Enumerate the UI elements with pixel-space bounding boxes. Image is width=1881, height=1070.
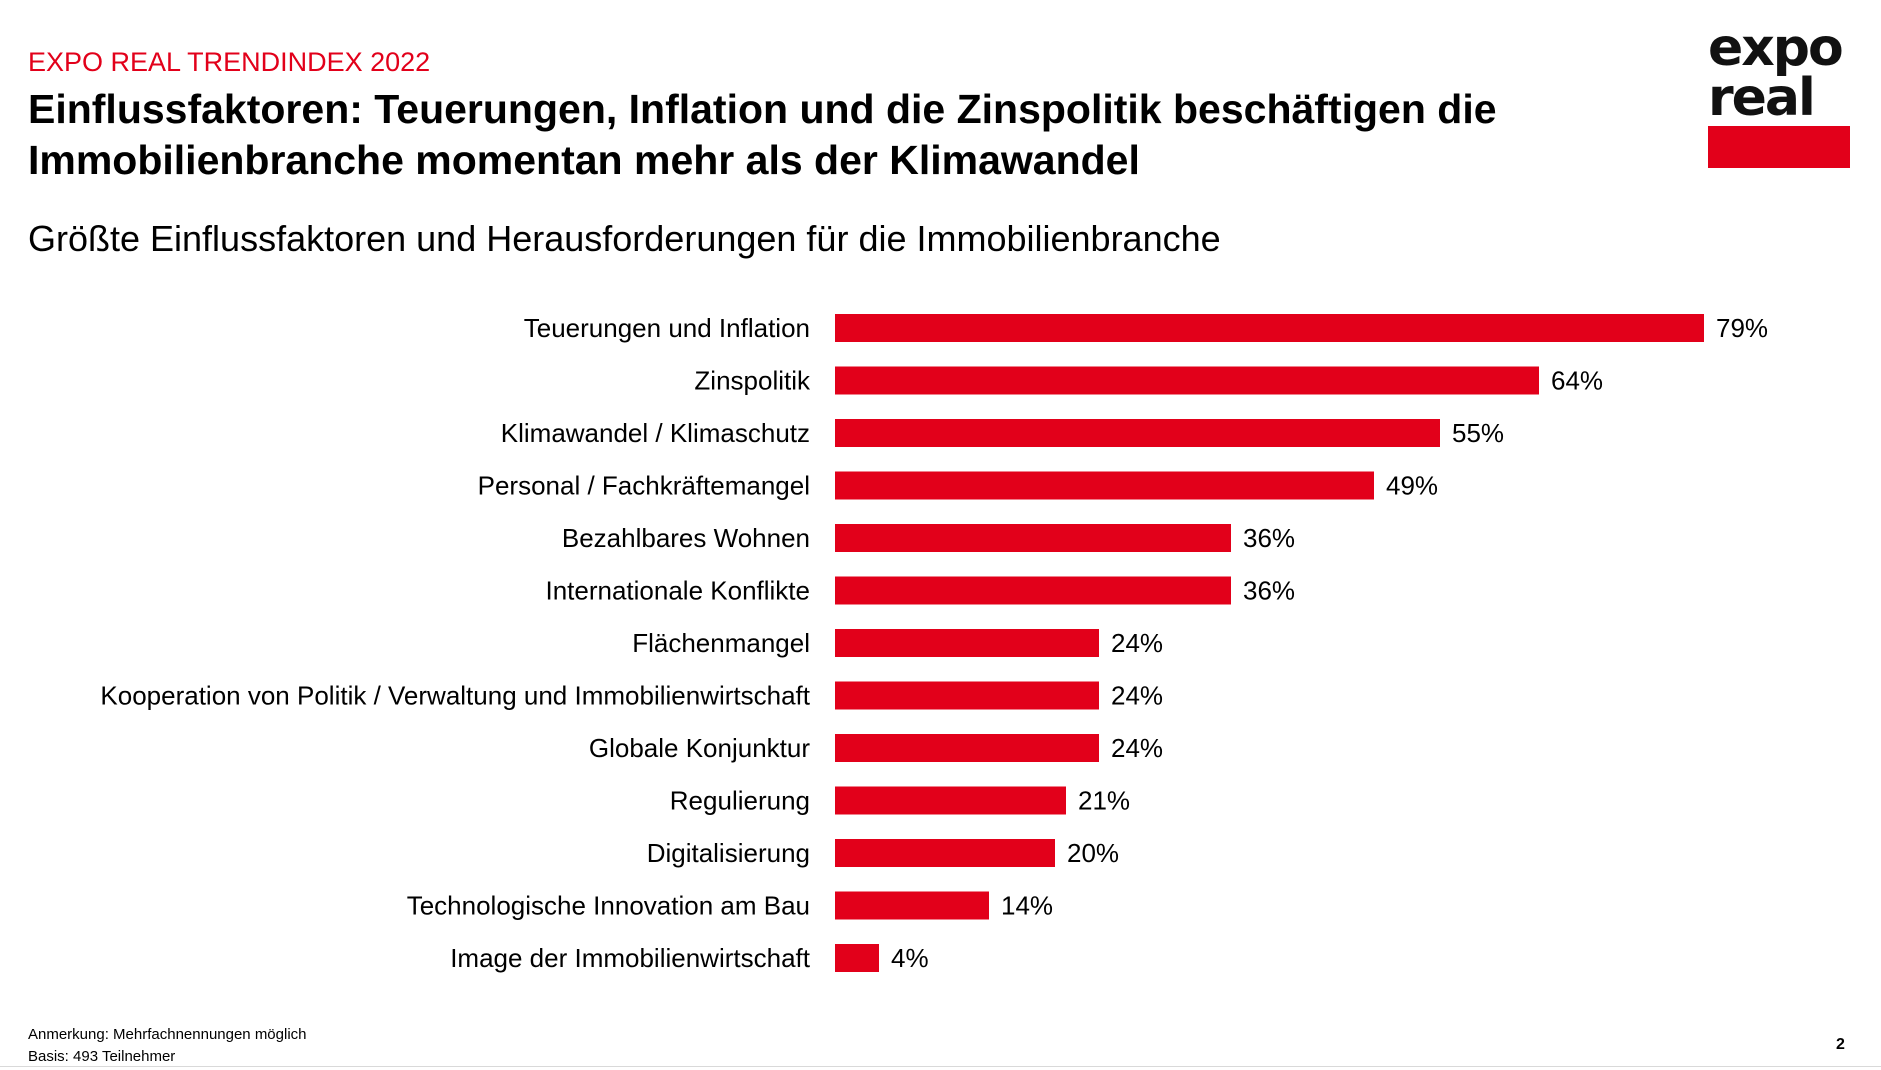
bar <box>835 419 1440 447</box>
category-label: Teuerungen und Inflation <box>524 313 810 343</box>
category-label: Technologische Innovation am Bau <box>407 891 810 921</box>
bar <box>835 734 1099 762</box>
bar <box>835 891 989 920</box>
report-kicker: EXPO REAL TRENDINDEX 2022 <box>28 47 431 77</box>
bar <box>835 629 1099 657</box>
category-label: Zinspolitik <box>694 366 811 396</box>
footnote: Anmerkung: Mehrfachnennungen möglich Bas… <box>28 1024 307 1068</box>
bar-chart: Teuerungen und Inflation 79% Zinspolitik 64… <box>100 313 1768 973</box>
value-label: 24% <box>1111 733 1163 763</box>
bar <box>835 524 1231 552</box>
value-label: 64% <box>1551 366 1603 396</box>
bar <box>835 471 1374 500</box>
bar <box>835 944 879 972</box>
value-label: 14% <box>1001 891 1053 921</box>
logo-red-bar <box>1708 126 1850 168</box>
category-label: Bezahlbares Wohnen <box>562 523 810 553</box>
category-label: Digitalisierung <box>647 838 810 868</box>
value-label: 24% <box>1111 681 1163 711</box>
category-label: Flächenmangel <box>632 628 810 658</box>
chart-subtitle: Größte Einflussfaktoren und Herausforder… <box>28 218 1221 259</box>
bar <box>835 366 1539 395</box>
value-label: 49% <box>1386 471 1438 501</box>
bottom-rule <box>0 1066 1881 1067</box>
page-title: Einflussfaktoren: Teuerungen, Inflation … <box>28 86 1497 183</box>
category-label: Image der Immobilienwirtschaft <box>450 943 811 973</box>
value-label: 79% <box>1716 313 1768 343</box>
bar <box>835 681 1099 710</box>
page-number: 2 <box>1836 1036 1845 1053</box>
bar <box>835 786 1066 815</box>
category-label: Kooperation von Politik / Verwaltung und… <box>100 681 810 711</box>
logo-word-expo: expo <box>1708 18 1844 78</box>
value-label: 24% <box>1111 628 1163 658</box>
logo-word-real: real <box>1708 68 1816 128</box>
value-label: 36% <box>1243 523 1295 553</box>
bar <box>835 576 1231 605</box>
value-label: 36% <box>1243 576 1295 606</box>
category-label: Globale Konjunktur <box>589 733 810 763</box>
value-label: 4% <box>891 943 929 973</box>
value-label: 20% <box>1067 838 1119 868</box>
footnote-multiple-answers: Anmerkung: Mehrfachnennungen möglich <box>28 1026 307 1043</box>
category-label: Klimawandel / Klimaschutz <box>501 418 810 448</box>
bar <box>835 314 1704 342</box>
value-label: 21% <box>1078 786 1130 816</box>
footnote-base: Basis: 493 Teilnehmer <box>28 1048 176 1065</box>
bar <box>835 839 1055 867</box>
expo-real-logo: expo real <box>1708 22 1850 168</box>
value-label: 55% <box>1452 418 1504 448</box>
category-label: Regulierung <box>670 786 810 816</box>
category-label: Internationale Konflikte <box>545 576 810 606</box>
category-label: Personal / Fachkräftemangel <box>478 471 810 501</box>
